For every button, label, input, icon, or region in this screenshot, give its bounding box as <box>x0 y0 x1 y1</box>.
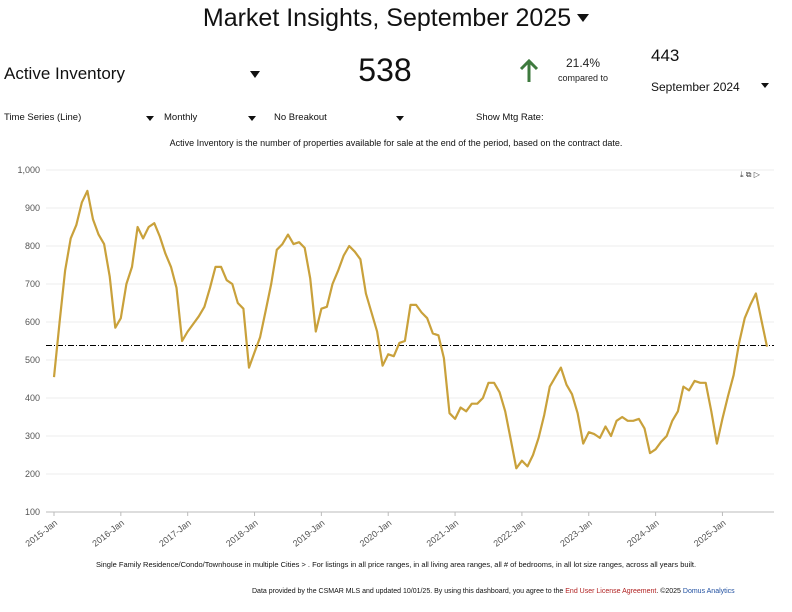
copy-icon[interactable]: ⧉ <box>745 170 752 179</box>
y-tick-label: 700 <box>25 279 40 289</box>
compared-to-label: compared to <box>557 73 609 83</box>
x-tick-label: 2020-Jan <box>358 518 394 549</box>
up-arrow-icon <box>519 58 539 82</box>
x-tick-label: 2024-Jan <box>625 518 661 549</box>
x-tick-label: 2025-Jan <box>692 518 728 549</box>
data-credit: Data provided by the CSMAR MLS and updat… <box>252 588 735 595</box>
x-tick-label: 2021-Jan <box>425 518 461 549</box>
credit-suffix: . ©2025 <box>656 588 681 595</box>
mortgage-rate-toggle[interactable]: Show Mtg Rate: <box>476 112 576 126</box>
y-tick-label: 500 <box>25 355 40 365</box>
credit-text: Data provided by the CSMAR MLS and updat… <box>252 588 564 595</box>
x-tick-label: 2017-Jan <box>157 518 193 549</box>
series-line-active-inventory <box>52 189 769 470</box>
chart-toolbar[interactable]: ⤓ ⧉ ▷ <box>740 170 760 180</box>
x-tick-label: 2018-Jan <box>224 518 260 549</box>
change-percent: 21.4% <box>565 56 601 70</box>
x-tick-label: 2023-Jan <box>558 518 594 549</box>
metric-dropdown-icon <box>250 71 260 78</box>
y-tick-label: 900 <box>25 203 40 213</box>
breakout-label: No Breakout <box>274 112 327 123</box>
line-chart: 100 200 300 400 500 600 700 800 900 1,000 2015-Ja… <box>17 165 774 549</box>
y-tick-label: 200 <box>25 469 40 479</box>
chart-footnote: Single Family Residence/Condo/Townhouse … <box>95 560 697 569</box>
chart-type-label: Time Series (Line) <box>4 112 82 123</box>
grid-lines <box>46 169 774 475</box>
up-arrow-head <box>519 58 539 71</box>
x-tick-label: 2022-Jan <box>491 518 527 549</box>
next-icon[interactable]: ▷ <box>753 170 760 179</box>
chart-type-select[interactable]: Time Series (Line) <box>4 112 154 126</box>
mortgage-rate-label: Show Mtg Rate: <box>476 112 544 123</box>
page-title-text: Market Insights, September 2025 <box>202 4 572 32</box>
chart-type-dropdown-icon <box>146 116 154 121</box>
previous-period-label: September 2024 <box>651 80 740 94</box>
page-title[interactable]: Market Insights, September 2025 <box>0 4 792 33</box>
y-tick-label: 800 <box>25 241 40 251</box>
interval-dropdown-icon <box>248 116 256 121</box>
title-dropdown-icon[interactable] <box>577 14 590 22</box>
brand-link[interactable]: Domus Analytics <box>682 588 735 595</box>
breakout-dropdown-icon <box>396 116 404 121</box>
previous-period-select[interactable]: September 2024 <box>651 78 771 96</box>
metric-select-label: Active Inventory <box>4 64 125 83</box>
y-tick-label: 400 <box>25 393 40 403</box>
current-value: 538 <box>358 52 412 88</box>
y-axis-labels: 100 200 300 400 500 600 700 800 900 1,000 <box>17 165 40 517</box>
previous-period-dropdown-icon <box>761 83 769 88</box>
download-icon[interactable]: ⤓ <box>740 170 744 179</box>
metric-description: Active Inventory is the number of proper… <box>169 138 623 148</box>
y-tick-label: 300 <box>25 431 40 441</box>
x-tick-label: 2015-Jan <box>23 518 59 549</box>
y-tick-label: 600 <box>25 317 40 327</box>
interval-label: Monthly <box>164 112 198 123</box>
interval-select[interactable]: Monthly <box>164 112 256 126</box>
x-tick-label: 2016-Jan <box>90 518 126 549</box>
x-tick-label: 2019-Jan <box>291 518 327 549</box>
x-axis-labels: 2015-Jan 2016-Jan 2017-Jan 2018-Jan 2019-Jan… <box>23 512 728 549</box>
eula-link[interactable]: End User License Agreement <box>565 588 657 595</box>
y-tick-label: 1,000 <box>17 165 40 175</box>
metric-select[interactable]: Active Inventory <box>4 64 266 86</box>
breakout-select[interactable]: No Breakout <box>274 112 404 126</box>
previous-value: 443 <box>651 46 680 65</box>
y-tick-label: 100 <box>25 507 40 517</box>
